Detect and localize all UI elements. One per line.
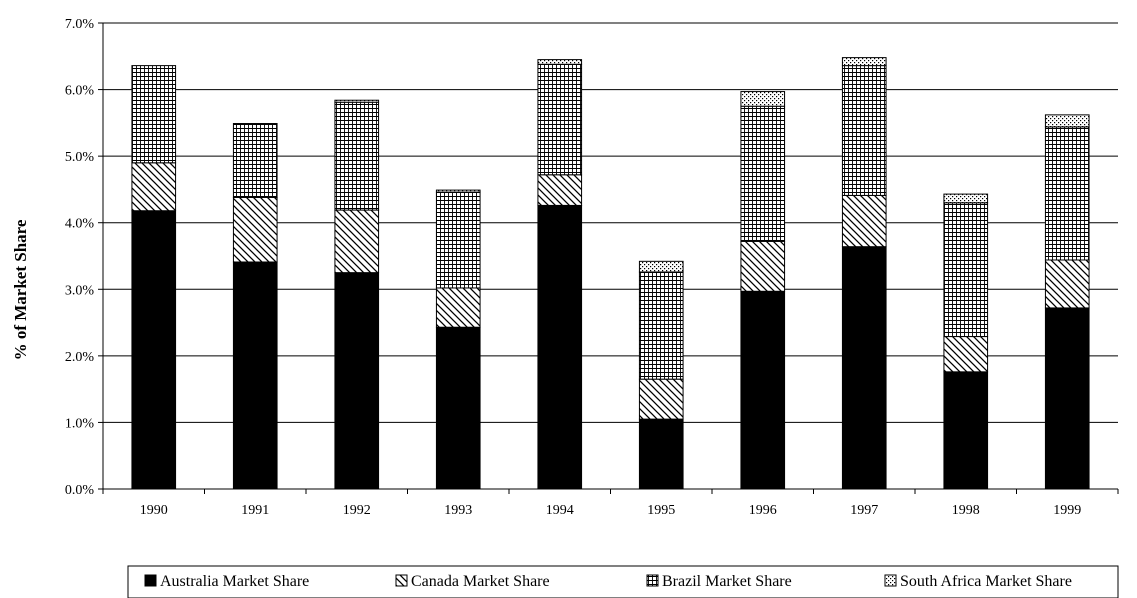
bar-segment-canada-market-share-1991 xyxy=(232,196,278,263)
legend: Australia Market Share Canada Market Shar… xyxy=(127,565,1119,598)
bar-segment-south-africa-market-share-1993 xyxy=(435,189,481,193)
bar-segment-canada-market-share-1995 xyxy=(638,378,684,420)
legend-label-0: Australia Market Share xyxy=(160,573,309,590)
bar-segment-south-africa-market-share-1992 xyxy=(334,99,380,103)
bar-segment-canada-market-share-1990 xyxy=(131,162,177,212)
x-tick-label-1991: 1991 xyxy=(241,503,269,518)
y-tick-label: 2.0% xyxy=(65,350,95,365)
bar-segment-australia-market-share-1990 xyxy=(131,210,177,490)
y-axis-title: % of Market Share xyxy=(11,219,30,360)
legend-swatch-3 xyxy=(884,574,897,587)
x-tick-label-1997: 1997 xyxy=(850,503,878,518)
legend-swatch-2 xyxy=(646,574,659,587)
bar-segment-canada-market-share-1994 xyxy=(537,174,583,206)
bar-segment-brazil-market-share-1990 xyxy=(131,65,177,164)
bars xyxy=(131,57,1090,490)
legend-swatch-1 xyxy=(395,574,408,587)
x-tick-label-1999: 1999 xyxy=(1053,503,1081,518)
bar-segment-brazil-market-share-1995 xyxy=(638,271,684,380)
bar-segment-brazil-market-share-1994 xyxy=(537,63,583,176)
x-tick-label-1994: 1994 xyxy=(546,503,574,518)
x-tick-labels: 1990 1991 1992 1993 1994 1995 1996 1997 1998 1999 xyxy=(140,503,1082,518)
bar-segment-south-africa-market-share-1996 xyxy=(740,91,786,107)
bar-segment-south-africa-market-share-1995 xyxy=(638,260,684,273)
bar-segment-canada-market-share-1997 xyxy=(841,194,887,248)
bar-segment-australia-market-share-1991 xyxy=(232,261,278,490)
legend-swatch-0 xyxy=(144,574,157,587)
bar-segment-canada-market-share-1996 xyxy=(740,240,786,292)
legend-label-1: Canada Market Share xyxy=(411,573,550,590)
x-tick-label-1993: 1993 xyxy=(444,503,472,518)
bar-segment-australia-market-share-1998 xyxy=(943,371,989,490)
bar-segment-australia-market-share-1993 xyxy=(435,326,481,490)
axes xyxy=(102,23,1119,494)
x-tick-label-1992: 1992 xyxy=(343,503,371,518)
bar-segment-australia-market-share-1992 xyxy=(334,272,380,490)
y-tick-labels: 0.0% 1.0% 2.0% 3.0% 4.0% 5.0% 6.0% 7.0% xyxy=(65,17,103,498)
y-tick-label: 0.0% xyxy=(65,483,95,498)
x-tick-label-1990: 1990 xyxy=(140,503,168,518)
bar-segment-brazil-market-share-1996 xyxy=(740,105,786,242)
legend-label-2: Brazil Market Share xyxy=(662,573,792,590)
x-tick-label-1998: 1998 xyxy=(952,503,980,518)
x-tick-label-1995: 1995 xyxy=(647,503,675,518)
bar-segment-brazil-market-share-1999 xyxy=(1044,126,1090,261)
y-tick-label: 1.0% xyxy=(65,416,95,431)
bar-segment-brazil-market-share-1997 xyxy=(841,65,887,196)
bar-segment-canada-market-share-1992 xyxy=(334,209,380,274)
y-tick-label: 7.0% xyxy=(65,17,95,32)
bar-segment-australia-market-share-1999 xyxy=(1044,307,1090,490)
bar-segment-australia-market-share-1997 xyxy=(841,246,887,490)
bar-segment-australia-market-share-1996 xyxy=(740,290,786,490)
bar-segment-south-africa-market-share-1997 xyxy=(841,57,887,67)
y-tick-label: 3.0% xyxy=(65,283,95,298)
bar-segment-canada-market-share-1999 xyxy=(1044,259,1090,309)
bar-segment-canada-market-share-1998 xyxy=(943,336,989,373)
y-tick-label: 4.0% xyxy=(65,217,95,232)
bar-segment-south-africa-market-share-1994 xyxy=(537,59,583,65)
bar-segment-brazil-market-share-1993 xyxy=(435,191,481,289)
x-tick-label-1996: 1996 xyxy=(749,503,777,518)
bar-segment-south-africa-market-share-1999 xyxy=(1044,114,1090,128)
legend-frame xyxy=(127,565,1119,598)
bar-segment-brazil-market-share-1998 xyxy=(943,202,989,338)
bar-segment-canada-market-share-1993 xyxy=(435,287,481,328)
y-tick-label: 6.0% xyxy=(65,84,95,99)
y-tick-label: 5.0% xyxy=(65,150,95,165)
bar-segment-australia-market-share-1994 xyxy=(537,204,583,490)
bar-segment-brazil-market-share-1991 xyxy=(232,123,278,198)
bar-segment-australia-market-share-1995 xyxy=(638,418,684,490)
legend-label-3: South Africa Market Share xyxy=(900,573,1072,590)
bar-segment-brazil-market-share-1992 xyxy=(334,101,380,211)
bar-segment-south-africa-market-share-1998 xyxy=(943,193,989,204)
